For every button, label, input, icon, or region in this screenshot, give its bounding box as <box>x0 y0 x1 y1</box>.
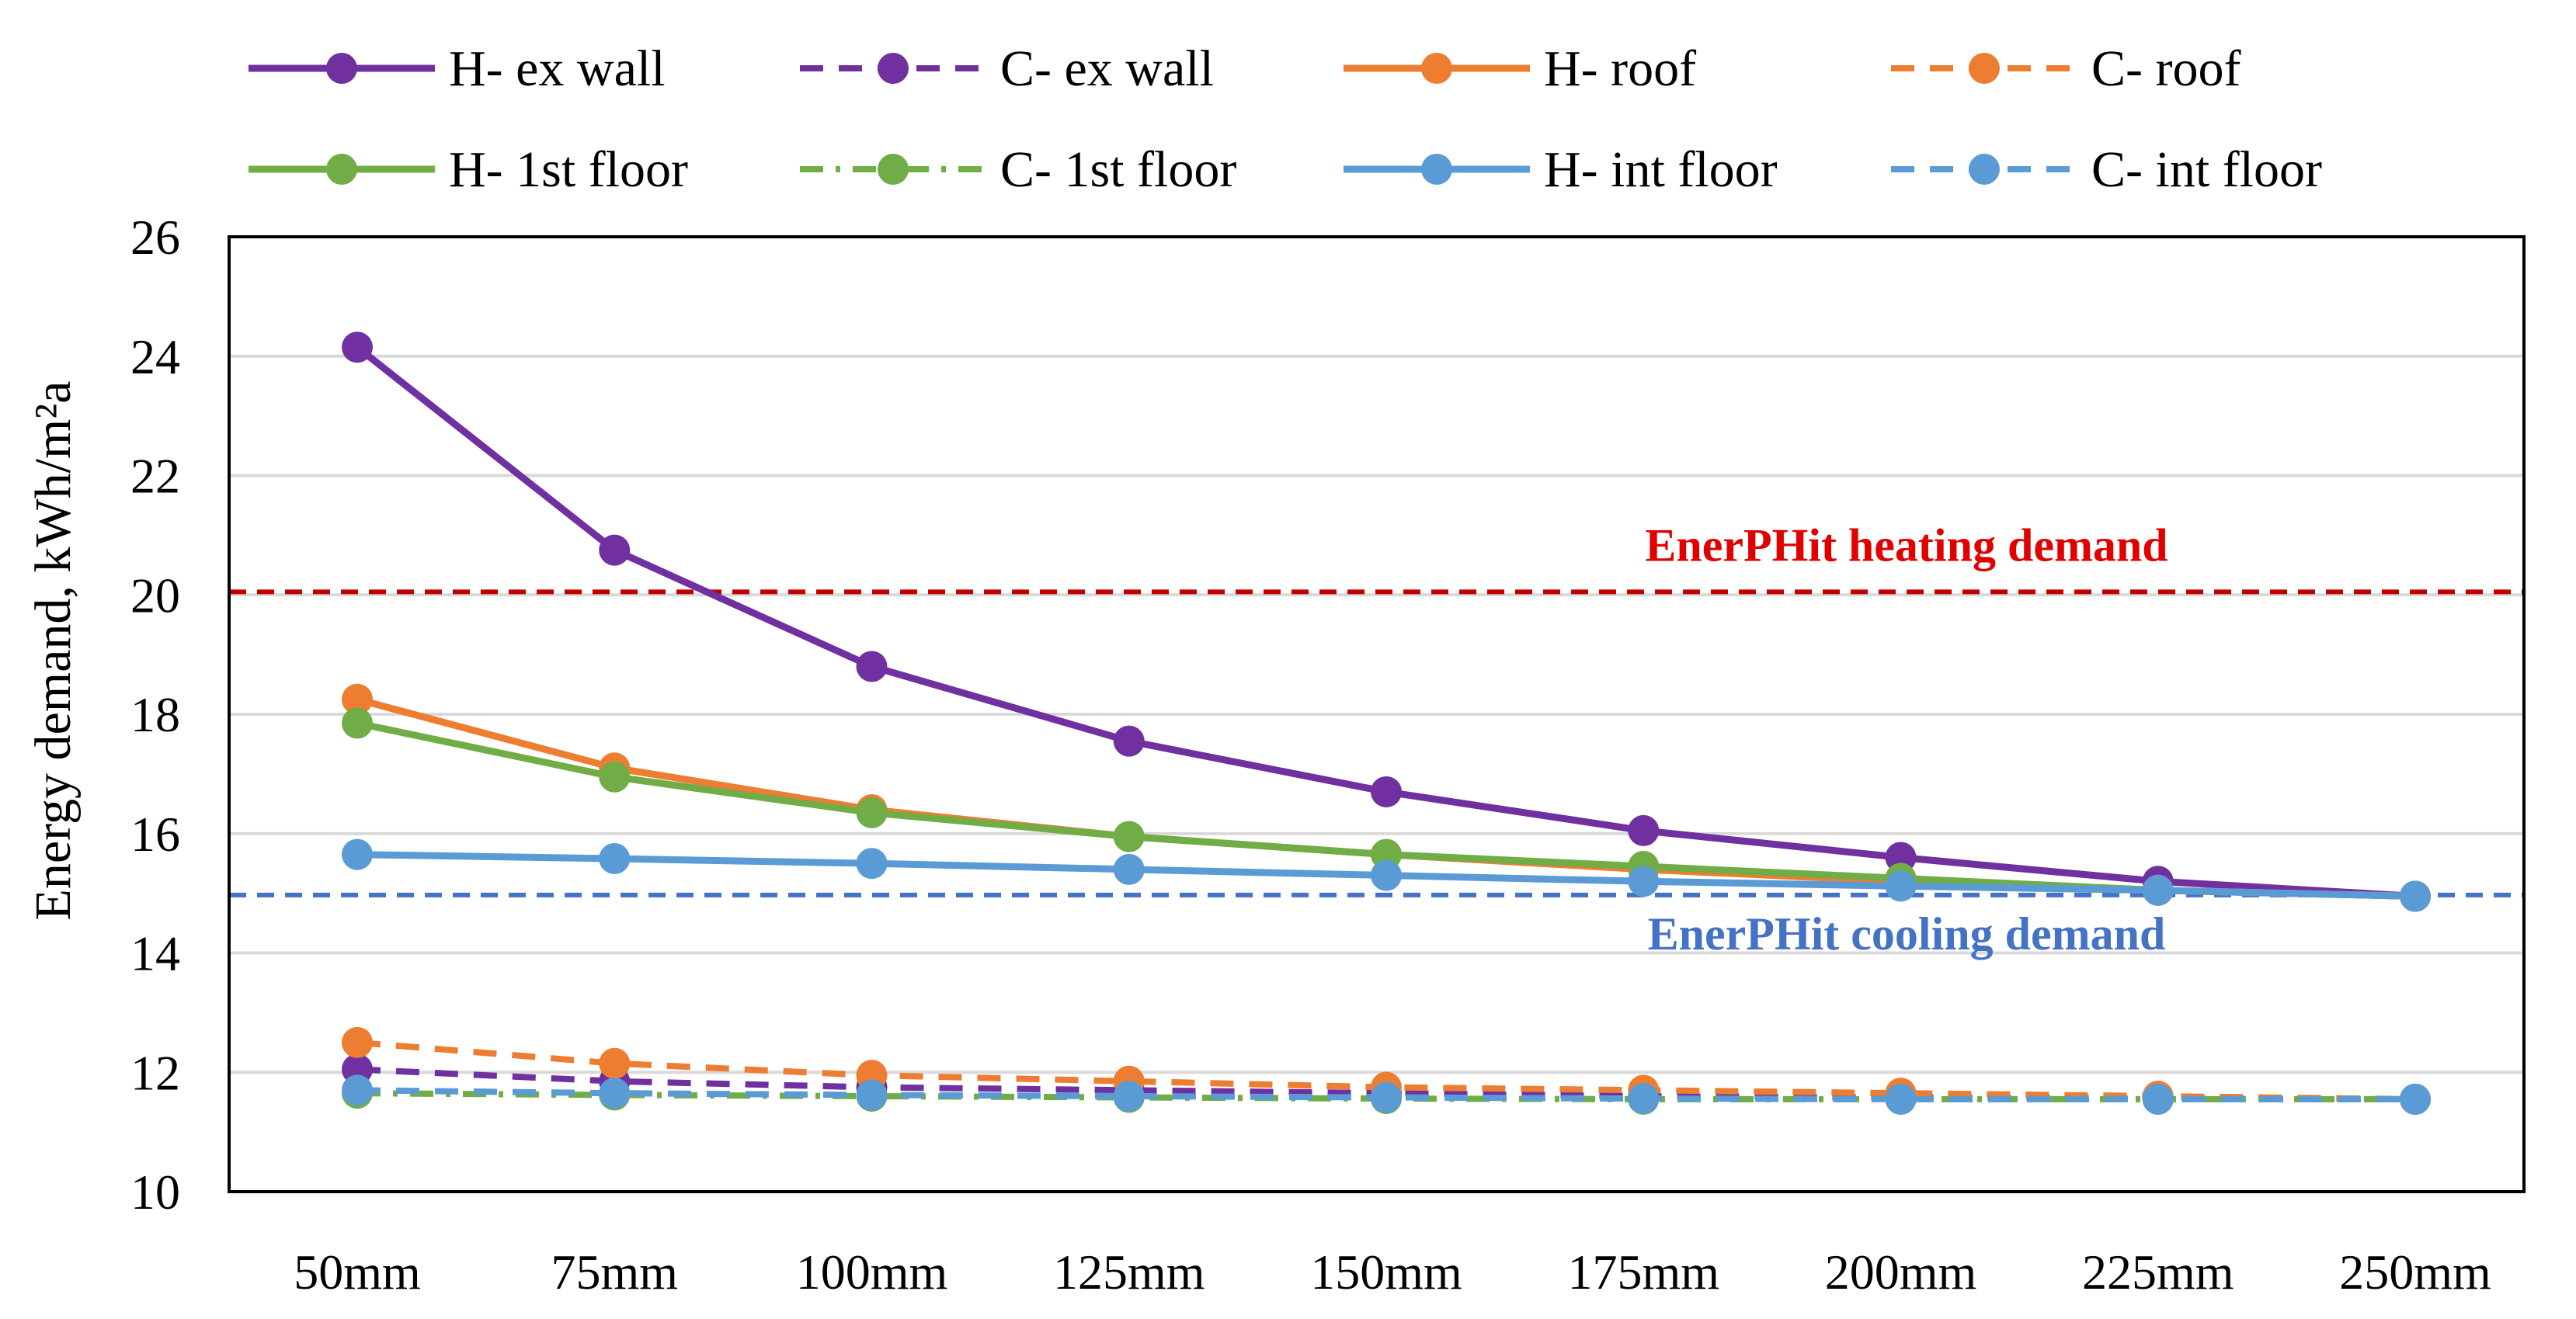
data-point-h-1st-floor-125mm <box>1113 821 1145 852</box>
data-point-h-int-floor-225mm <box>2142 874 2174 906</box>
data-point-h-ex-wall-75mm <box>599 534 631 566</box>
legend-item-c-ex-wall: C- ex wall <box>800 40 1214 97</box>
data-point-h-ex-wall-125mm <box>1113 725 1145 757</box>
x-tick-label-100mm: 100mm <box>796 1244 948 1300</box>
y-tick-label-20: 20 <box>130 568 180 623</box>
series-group <box>342 331 2431 1115</box>
data-point-c-int-floor-100mm <box>856 1079 888 1111</box>
data-point-h-roof-50mm <box>342 683 373 715</box>
y-tick-label-16: 16 <box>130 807 180 862</box>
x-tick-label-250mm: 250mm <box>2339 1244 2491 1300</box>
y-tick-label-14: 14 <box>130 926 180 981</box>
x-tick-label-125mm: 125mm <box>1053 1244 1205 1300</box>
series-c-int-floor <box>342 1074 2431 1115</box>
y-axis-label: Energy demand, kWh/m²a <box>25 381 82 921</box>
gridlines <box>229 354 2524 1074</box>
data-point-h-ex-wall-100mm <box>856 651 888 682</box>
reference-lines: EnerPHit heating demand EnerPHit cooling … <box>229 519 2524 960</box>
data-point-h-1st-floor-75mm <box>599 761 631 793</box>
data-point-c-roof-50mm <box>342 1026 373 1058</box>
legend-swatch-marker-h-int-floor <box>1421 154 1452 185</box>
legend-label-h-1st-floor: H- 1st floor <box>449 141 688 198</box>
data-point-c-int-floor-75mm <box>599 1078 631 1109</box>
series-line-h-ex-wall <box>355 344 2416 900</box>
data-point-h-1st-floor-50mm <box>342 707 373 739</box>
y-tick-label-24: 24 <box>130 329 180 384</box>
data-point-c-int-floor-225mm <box>2142 1083 2174 1115</box>
legend-label-c-int-floor: C- int floor <box>2091 141 2322 198</box>
data-point-c-int-floor-150mm <box>1371 1081 1402 1113</box>
data-point-h-int-floor-250mm <box>2400 880 2431 912</box>
y-tick-label-26: 26 <box>130 210 180 265</box>
x-tick-label-175mm: 175mm <box>1567 1244 1719 1300</box>
reference-label-heating: EnerPHit heating demand <box>1645 519 2168 571</box>
data-point-h-int-floor-75mm <box>599 843 631 875</box>
data-point-c-int-floor-200mm <box>1885 1083 1917 1115</box>
data-point-h-int-floor-150mm <box>1371 859 1402 891</box>
y-tick-label-12: 12 <box>130 1045 180 1100</box>
x-tick-label-150mm: 150mm <box>1310 1244 1462 1300</box>
data-point-h-int-floor-100mm <box>856 848 888 880</box>
legend-item-h-ex-wall: H- ex wall <box>249 40 666 97</box>
legend-label-c-1st-floor: C- 1st floor <box>1000 141 1236 198</box>
legend-label-h-ex-wall: H- ex wall <box>449 40 666 97</box>
legend-label-h-int-floor: H- int floor <box>1544 141 1778 198</box>
data-point-c-int-floor-250mm <box>2400 1083 2431 1115</box>
legend-swatch-marker-h-roof <box>1421 53 1452 84</box>
legend-label-h-roof: H- roof <box>1544 40 1696 97</box>
legend-swatch-marker-c-ex-wall <box>878 53 909 84</box>
legend-swatch-marker-h-ex-wall <box>326 53 357 84</box>
legend-item-h-1st-floor: H- 1st floor <box>249 141 688 198</box>
legend-item-c-int-floor: C- int floor <box>1891 141 2322 198</box>
reference-label-cooling: EnerPHit cooling demand <box>1648 908 2166 960</box>
data-point-h-int-floor-200mm <box>1885 870 1917 902</box>
series-h-int-floor <box>342 838 2431 912</box>
data-point-h-int-floor-125mm <box>1113 853 1145 885</box>
series-h-ex-wall <box>342 331 2431 912</box>
x-tick-label-225mm: 225mm <box>2082 1244 2234 1300</box>
legend-item-c-1st-floor: C- 1st floor <box>800 141 1236 198</box>
data-point-c-int-floor-50mm <box>342 1074 373 1106</box>
data-point-c-roof-75mm <box>599 1047 631 1079</box>
legend-label-c-roof: C- roof <box>2091 40 2241 97</box>
data-point-h-ex-wall-175mm <box>1628 814 1660 846</box>
legend: H- ex wall C- ex wall H- roof C- roof H- 1st… <box>249 40 2322 198</box>
data-point-h-int-floor-175mm <box>1628 866 1660 897</box>
data-point-h-ex-wall-150mm <box>1371 776 1402 807</box>
legend-item-c-roof: C- roof <box>1891 40 2241 97</box>
y-tick-label-10: 10 <box>130 1165 180 1220</box>
x-tick-label-200mm: 200mm <box>1825 1244 1977 1300</box>
legend-swatch-marker-c-1st-floor <box>878 154 909 185</box>
data-point-c-int-floor-125mm <box>1113 1081 1145 1112</box>
legend-label-c-ex-wall: C- ex wall <box>1000 40 1214 97</box>
legend-item-h-int-floor: H- int floor <box>1344 141 1778 198</box>
data-point-h-int-floor-50mm <box>342 838 373 870</box>
x-tick-label-50mm: 50mm <box>294 1244 421 1300</box>
legend-item-h-roof: H- roof <box>1344 40 1696 97</box>
x-tick-label-75mm: 75mm <box>551 1244 678 1300</box>
legend-swatch-marker-h-1st-floor <box>326 154 357 185</box>
legend-swatch-marker-c-int-floor <box>1969 154 2000 185</box>
data-point-c-int-floor-175mm <box>1628 1083 1660 1115</box>
y-tick-label-22: 22 <box>130 449 180 504</box>
plot-area-frame <box>228 235 2526 1193</box>
x-axis-ticks: 50mm 75mm 100mm 125mm 150mm 175mm 200mm 225mm 25… <box>294 1244 2491 1300</box>
y-tick-label-18: 18 <box>130 687 180 742</box>
legend-swatch-marker-c-roof <box>1969 53 2000 84</box>
data-point-h-ex-wall-50mm <box>342 331 373 363</box>
data-point-h-1st-floor-100mm <box>856 797 888 828</box>
y-axis-ticks: 10 12 14 16 18 20 22 24 26 <box>130 210 180 1220</box>
